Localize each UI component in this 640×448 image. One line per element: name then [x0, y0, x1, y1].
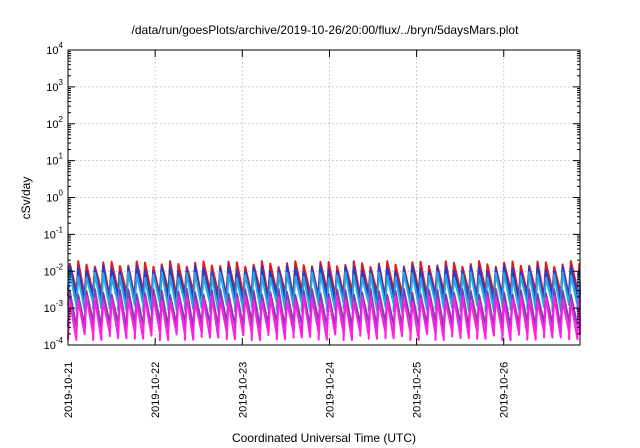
- x-tick-label: 2019-10-26: [499, 362, 511, 418]
- x-tick-label: 2019-10-25: [412, 362, 424, 418]
- y-tick-label: 10-3: [44, 299, 64, 315]
- y-axis-label: cSv/day: [19, 177, 33, 220]
- series-line: [67, 295, 581, 342]
- y-tick-label: 102: [46, 115, 63, 131]
- x-axis-label: Coordinated Universal Time (UTC): [232, 431, 416, 445]
- y-tick-label: 103: [46, 78, 63, 94]
- y-tick-label: 10-4: [44, 336, 64, 352]
- x-tick-label: 2019-10-21: [63, 362, 75, 418]
- y-tick-label: 100: [46, 189, 63, 205]
- y-ticks: 10-4 10-3 10-2 10-1 100 101 102 103 104: [44, 41, 580, 352]
- y-tick-label: 10-2: [44, 262, 64, 278]
- x-tick-label: 2019-10-22: [150, 362, 162, 418]
- series-lines: [67, 260, 581, 342]
- x-tick-label: 2019-10-23: [237, 362, 249, 418]
- y-tick-label: 101: [46, 152, 63, 168]
- grid: [68, 50, 580, 345]
- y-tick-label: 10-1: [44, 225, 64, 241]
- y-tick-label: 104: [46, 41, 63, 57]
- chart-title: /data/run/goesPlots/archive/2019-10-26/2…: [132, 23, 520, 37]
- x-tick-label: 2019-10-24: [324, 362, 336, 418]
- series-line: [67, 271, 581, 313]
- x-ticks: 2019-10-21 2019-10-22 2019-10-23 2019-10-24…: [63, 50, 511, 418]
